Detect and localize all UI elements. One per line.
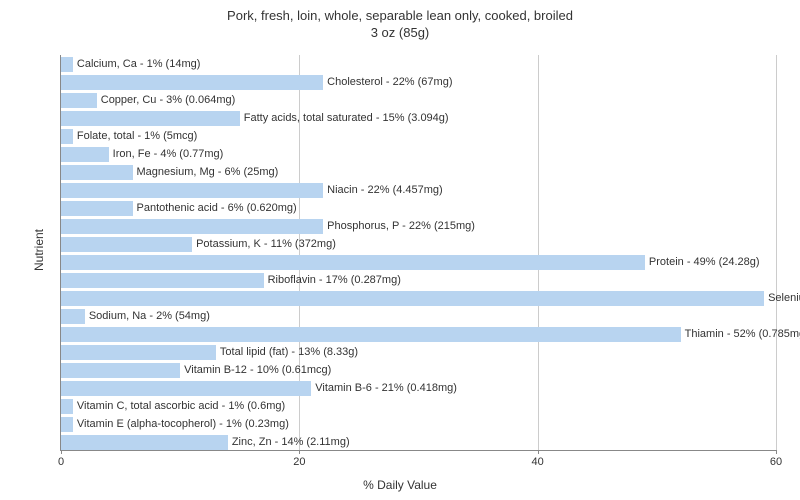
nutrient-bar-label: Protein - 49% (24.28g) — [649, 255, 760, 270]
nutrient-bar: Potassium, K - 11% (372mg) — [61, 237, 192, 252]
nutrient-bar-label: Thiamin - 52% (0.785mg) — [685, 327, 800, 342]
x-tick-mark — [776, 450, 777, 454]
chart-title-line2: 3 oz (85g) — [0, 25, 800, 42]
nutrient-bar-label: Copper, Cu - 3% (0.064mg) — [101, 93, 236, 108]
y-axis-label: Nutrient — [32, 229, 46, 271]
nutrient-bar-label: Selenium, Se - 59% (41.0mcg) — [768, 291, 800, 306]
nutrient-bar: Pantothenic acid - 6% (0.620mg) — [61, 201, 133, 216]
nutrient-bar: Riboflavin - 17% (0.287mg) — [61, 273, 264, 288]
nutrient-chart: Pork, fresh, loin, whole, separable lean… — [0, 0, 800, 500]
gridline — [776, 55, 777, 450]
nutrient-bar-label: Pantothenic acid - 6% (0.620mg) — [137, 201, 297, 216]
nutrient-bar: Protein - 49% (24.28g) — [61, 255, 645, 270]
nutrient-bar: Phosphorus, P - 22% (215mg) — [61, 219, 323, 234]
nutrient-bar: Total lipid (fat) - 13% (8.33g) — [61, 345, 216, 360]
nutrient-bar-label: Riboflavin - 17% (0.287mg) — [268, 273, 401, 288]
x-tick-mark — [61, 450, 62, 454]
nutrient-bar: Fatty acids, total saturated - 15% (3.09… — [61, 111, 240, 126]
x-tick-mark — [538, 450, 539, 454]
nutrient-bar: Vitamin B-12 - 10% (0.61mcg) — [61, 363, 180, 378]
nutrient-bar: Selenium, Se - 59% (41.0mcg) — [61, 291, 764, 306]
nutrient-bar-label: Fatty acids, total saturated - 15% (3.09… — [244, 111, 449, 126]
nutrient-bar-label: Zinc, Zn - 14% (2.11mg) — [232, 435, 350, 450]
nutrient-bar: Vitamin C, total ascorbic acid - 1% (0.6… — [61, 399, 73, 414]
chart-title: Pork, fresh, loin, whole, separable lean… — [0, 0, 800, 42]
x-tick-label: 60 — [770, 456, 782, 468]
nutrient-bar-label: Total lipid (fat) - 13% (8.33g) — [220, 345, 358, 360]
nutrient-bar-label: Calcium, Ca - 1% (14mg) — [77, 57, 200, 72]
nutrient-bar: Thiamin - 52% (0.785mg) — [61, 327, 681, 342]
nutrient-bar-label: Vitamin B-6 - 21% (0.418mg) — [315, 381, 457, 396]
x-axis-label: % Daily Value — [0, 478, 800, 492]
nutrient-bar-label: Phosphorus, P - 22% (215mg) — [327, 219, 475, 234]
nutrient-bar: Folate, total - 1% (5mcg) — [61, 129, 73, 144]
nutrient-bar-label: Magnesium, Mg - 6% (25mg) — [137, 165, 279, 180]
nutrient-bar-label: Vitamin C, total ascorbic acid - 1% (0.6… — [77, 399, 285, 414]
nutrient-bar-label: Folate, total - 1% (5mcg) — [77, 129, 197, 144]
x-tick-label: 40 — [532, 456, 544, 468]
x-tick-label: 0 — [58, 456, 64, 468]
nutrient-bar: Vitamin E (alpha-tocopherol) - 1% (0.23m… — [61, 417, 73, 432]
nutrient-bar: Niacin - 22% (4.457mg) — [61, 183, 323, 198]
nutrient-bar: Zinc, Zn - 14% (2.11mg) — [61, 435, 228, 450]
nutrient-bar: Vitamin B-6 - 21% (0.418mg) — [61, 381, 311, 396]
nutrient-bar-label: Cholesterol - 22% (67mg) — [327, 75, 452, 90]
nutrient-bar-label: Vitamin B-12 - 10% (0.61mcg) — [184, 363, 331, 378]
x-tick-label: 20 — [293, 456, 305, 468]
nutrient-bar-label: Iron, Fe - 4% (0.77mg) — [113, 147, 224, 162]
nutrient-bar: Magnesium, Mg - 6% (25mg) — [61, 165, 133, 180]
nutrient-bar: Iron, Fe - 4% (0.77mg) — [61, 147, 109, 162]
chart-title-line1: Pork, fresh, loin, whole, separable lean… — [0, 8, 800, 25]
nutrient-bar: Cholesterol - 22% (67mg) — [61, 75, 323, 90]
nutrient-bar-label: Sodium, Na - 2% (54mg) — [89, 309, 210, 324]
gridline — [538, 55, 539, 450]
nutrient-bar-label: Vitamin E (alpha-tocopherol) - 1% (0.23m… — [77, 417, 289, 432]
nutrient-bar-label: Niacin - 22% (4.457mg) — [327, 183, 443, 198]
nutrient-bar: Calcium, Ca - 1% (14mg) — [61, 57, 73, 72]
x-tick-mark — [299, 450, 300, 454]
nutrient-bar: Copper, Cu - 3% (0.064mg) — [61, 93, 97, 108]
nutrient-bar-label: Potassium, K - 11% (372mg) — [196, 237, 336, 252]
plot-area: 0204060Calcium, Ca - 1% (14mg)Cholestero… — [60, 55, 776, 451]
nutrient-bar: Sodium, Na - 2% (54mg) — [61, 309, 85, 324]
